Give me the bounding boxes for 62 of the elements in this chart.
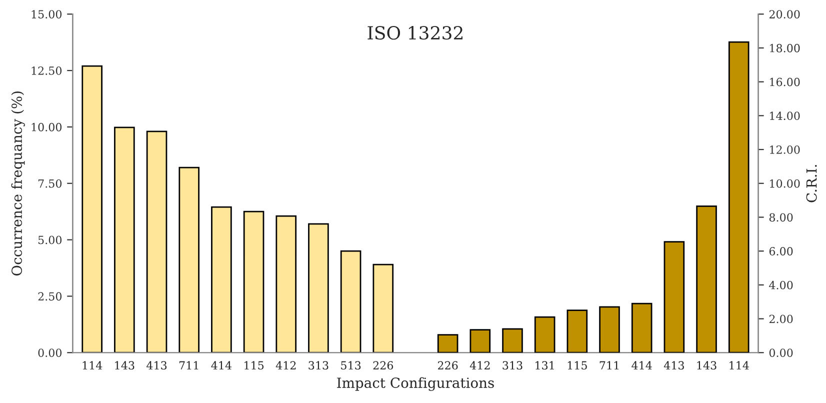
bar	[243, 210, 264, 353]
bar	[211, 206, 232, 353]
bar	[114, 126, 135, 353]
bar	[308, 223, 329, 353]
x-tick-label: 711	[600, 361, 619, 370]
bar	[146, 130, 168, 353]
bar	[470, 329, 491, 353]
y2-tick-label: 14.00	[770, 112, 800, 120]
y-tick-label: 2.50	[38, 292, 62, 301]
y2-tick-label: 18.00	[770, 44, 800, 52]
y2-tick-label: 20.00	[769, 10, 800, 18]
y2-tick-label: 10.00	[770, 179, 800, 188]
bar	[276, 215, 297, 353]
bar	[599, 306, 620, 353]
y2-tick-label: 4.00	[769, 280, 793, 290]
y-tick-label: 15.00	[32, 10, 62, 18]
x-tick-label: 115	[568, 361, 587, 370]
y-tick-label: 7.50	[38, 179, 62, 188]
x-tick-label: 414	[632, 361, 652, 370]
x-tick-label: 114	[730, 361, 749, 370]
x-tick-label: 313	[502, 361, 522, 370]
y2-tick-label: 8.00	[769, 213, 793, 222]
bar	[631, 302, 652, 353]
bar	[372, 264, 394, 353]
x-tick-label: 414	[211, 361, 232, 370]
y-tick-label: 10.00	[32, 122, 62, 132]
x-tick-label: 513	[341, 361, 361, 370]
bar	[82, 65, 102, 353]
x-tick-label: 711	[179, 361, 198, 370]
x-tick-label: 143	[697, 361, 716, 370]
x-tick-label: 114	[82, 361, 102, 370]
y-tick-label: 0.00	[38, 348, 62, 358]
y2-tick-label: 16.00	[770, 78, 800, 86]
x-axis-title: Impact Configurations	[337, 377, 494, 391]
x-tick-label: 226	[438, 361, 458, 370]
x-tick-label: 226	[373, 361, 394, 370]
bar	[728, 41, 750, 353]
x-tick-label: 412	[276, 361, 296, 370]
bar	[178, 166, 200, 353]
y2-axis-title: C.R.I.	[806, 165, 817, 202]
x-tick-label: 413	[664, 361, 684, 370]
x-tick-label: 413	[146, 361, 167, 370]
x-tick-label: 313	[308, 361, 328, 370]
y-axis-title: Occurrence frequancy (%)	[11, 92, 25, 276]
x-tick-label: 115	[244, 361, 264, 370]
bar	[534, 316, 556, 353]
x-tick-label: 131	[536, 361, 554, 370]
y2-tick-label: 12.00	[770, 145, 800, 154]
bar	[664, 241, 685, 353]
bar	[340, 250, 362, 353]
bar	[696, 206, 717, 353]
y-tick-label: 12.50	[32, 66, 62, 75]
bar	[566, 310, 588, 353]
bar	[437, 334, 458, 353]
y2-tick-label: 6.00	[769, 247, 793, 256]
x-tick-label: 412	[470, 361, 490, 370]
bar	[502, 328, 523, 353]
y-tick-label: 5.00	[38, 236, 62, 244]
x-tick-label: 143	[115, 361, 134, 370]
y2-tick-label: 0.00	[769, 348, 793, 358]
text: ISO 13232	[368, 26, 462, 40]
y2-tick-label: 2.00	[769, 314, 793, 324]
